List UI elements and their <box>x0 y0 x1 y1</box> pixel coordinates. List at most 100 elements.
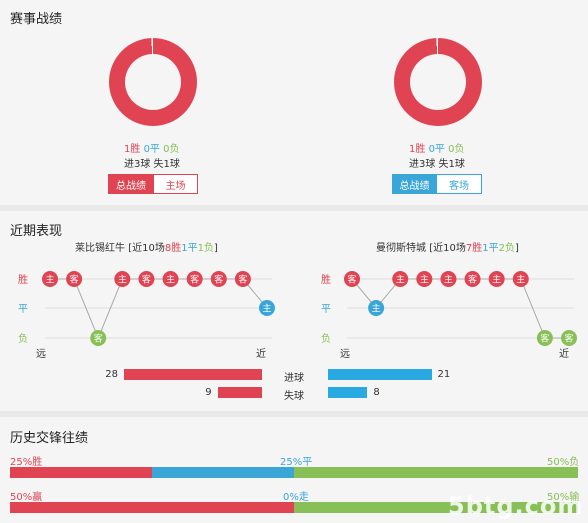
right-summary-prefix: [近10场 <box>429 243 466 254</box>
left-match-venue: 主 <box>45 274 54 286</box>
right-near-label: 近 <box>559 347 569 360</box>
right-result-line: 1胜 0平 0负 <box>409 140 465 155</box>
right-match-dot <box>344 271 360 287</box>
right-match-dot <box>488 271 505 287</box>
history-row1-bar <box>10 467 578 478</box>
left-conceded-value: 9 <box>205 387 212 398</box>
left-team-summary: 莱比锡红牛 [近10场8胜1平1负] <box>75 239 218 254</box>
right-recent-draws: 1平 <box>482 243 499 254</box>
right-match-venue: 主 <box>444 274 453 286</box>
right-recent-losses: 2负 <box>498 243 515 254</box>
right-recent-wins: 7胜 <box>465 243 483 254</box>
right-conceded-value: 8 <box>373 387 380 398</box>
left-conceded-bar <box>217 387 262 398</box>
left-overall-button[interactable]: 总战绩 <box>108 174 154 194</box>
record-panel: 赛事战绩 1胜 0平 0负 进3球 失1球 总战绩 主场 1胜 0平 0负 进3… <box>0 0 588 205</box>
left-team-name: 莱比锡红牛 <box>75 243 125 254</box>
left-recent-wins: 8胜 <box>164 243 182 254</box>
right-overall-button[interactable]: 总战绩 <box>392 174 437 194</box>
left-draws-count: 0平 <box>143 144 160 155</box>
history-row1-mid: 25%平 <box>280 457 313 468</box>
left-scored-value: 28 <box>105 369 118 380</box>
h1-draw-segment <box>152 467 294 478</box>
left-match-dot <box>162 271 179 287</box>
left-recent-losses: 1负 <box>197 243 214 254</box>
history-row2-mid: 0%走 <box>283 492 309 503</box>
right-match-venue: 客 <box>564 333 573 345</box>
right-match-dot <box>536 330 553 346</box>
left-match-venue: 客 <box>142 274 151 286</box>
history-row1-left: 25%胜 <box>10 457 43 468</box>
form-trend-chart: 胜平负主 客客主客主客客客主远 近胜平负客主主主主客主主客 客远近 <box>18 271 577 360</box>
left-near-label: 近 <box>256 347 266 360</box>
right-far-label: 远 <box>340 348 350 360</box>
left-match-dot <box>66 271 83 287</box>
history-row2-right: 50%输 <box>547 492 580 503</box>
left-win-ring <box>109 38 197 126</box>
section-title-record: 赛事战绩 <box>10 12 63 27</box>
right-win-ring <box>394 38 482 126</box>
history-row2-bar <box>10 502 578 513</box>
right-away-button[interactable]: 客场 <box>436 174 482 194</box>
recent-panel: 近期表现 莱比锡红牛 [近10场8胜1平1负] 曼彻斯特城 [近10场7胜1平2… <box>0 211 588 411</box>
left-match-dot <box>90 330 107 346</box>
left-match-dot <box>259 300 275 316</box>
left-scored-bar <box>124 369 262 380</box>
right-scored-value: 21 <box>437 369 451 380</box>
left-match-dot <box>138 271 155 287</box>
right-draws-count: 0平 <box>428 144 445 155</box>
left-match-venue: 客 <box>70 274 79 286</box>
left-match-dot <box>234 271 251 287</box>
right-match-venue: 主 <box>396 274 405 286</box>
left-trend-line <box>50 278 268 340</box>
right-losses-count: 0负 <box>448 144 465 155</box>
left-match-dot <box>114 271 131 287</box>
right-match-dot <box>392 271 409 287</box>
history-panel: 历史交锋往绩 25%胜 25%平 50%负 50%赢 0%走 50%输 5btg… <box>0 417 588 523</box>
left-match-dot <box>42 271 58 287</box>
right-scored-bar <box>328 369 432 380</box>
section-title-history: 历史交锋往绩 <box>10 431 89 446</box>
right-match-dot <box>440 271 457 287</box>
h1-win-segment <box>10 467 152 478</box>
right-match-venue: 客 <box>540 333 549 345</box>
left-home-button[interactable]: 主场 <box>153 174 198 194</box>
right-match-dot <box>561 330 577 346</box>
left-match-dot <box>210 271 227 287</box>
right-team-name: 曼彻斯特城 <box>376 243 426 254</box>
left-losses-count: 0负 <box>163 144 180 155</box>
watermark: 5btg.com <box>448 492 584 520</box>
left-summary-suffix: ] <box>213 243 218 254</box>
right-row-label: 胜 <box>321 274 331 286</box>
left-match-dot <box>186 271 203 287</box>
history-row2-left: 50%赢 <box>10 492 43 503</box>
left-wins-count: 1胜 <box>124 144 141 155</box>
right-match-venue: 主 <box>492 274 501 286</box>
right-team-summary: 曼彻斯特城 [近10场7胜1平2负] <box>376 239 519 254</box>
right-match-dot <box>416 271 433 287</box>
right-summary-suffix: ] <box>514 243 519 254</box>
left-row-label: 平 <box>18 304 28 315</box>
left-match-venue: 客 <box>214 274 223 286</box>
left-match-venue: 主 <box>118 274 127 286</box>
right-match-venue: 主 <box>420 274 429 286</box>
left-recent-draws: 1平 <box>181 243 198 254</box>
left-match-venue: 主 <box>166 274 175 286</box>
right-row-label: 平 <box>321 304 331 315</box>
left-goals-line: 进3球 失1球 <box>124 159 180 170</box>
section-title-recent: 近期表现 <box>10 224 63 239</box>
h1-loss-segment <box>294 467 578 478</box>
left-far-label: 远 <box>36 348 46 360</box>
right-trend-line <box>351 278 569 339</box>
h2-loss-segment <box>294 502 578 513</box>
right-conceded-bar <box>328 387 368 398</box>
scored-label: 进球 <box>284 373 304 384</box>
conceded-label: 失球 <box>284 391 304 402</box>
left-summary-prefix: [近10场 <box>128 243 165 254</box>
right-goals-line: 进3球 失1球 <box>409 159 465 170</box>
left-match-venue: 主 <box>262 303 271 315</box>
right-match-dot <box>464 271 481 287</box>
history-row1-right: 50%负 <box>547 457 580 468</box>
right-match-venue: 主 <box>516 274 525 286</box>
left-match-venue: 客 <box>94 333 103 345</box>
